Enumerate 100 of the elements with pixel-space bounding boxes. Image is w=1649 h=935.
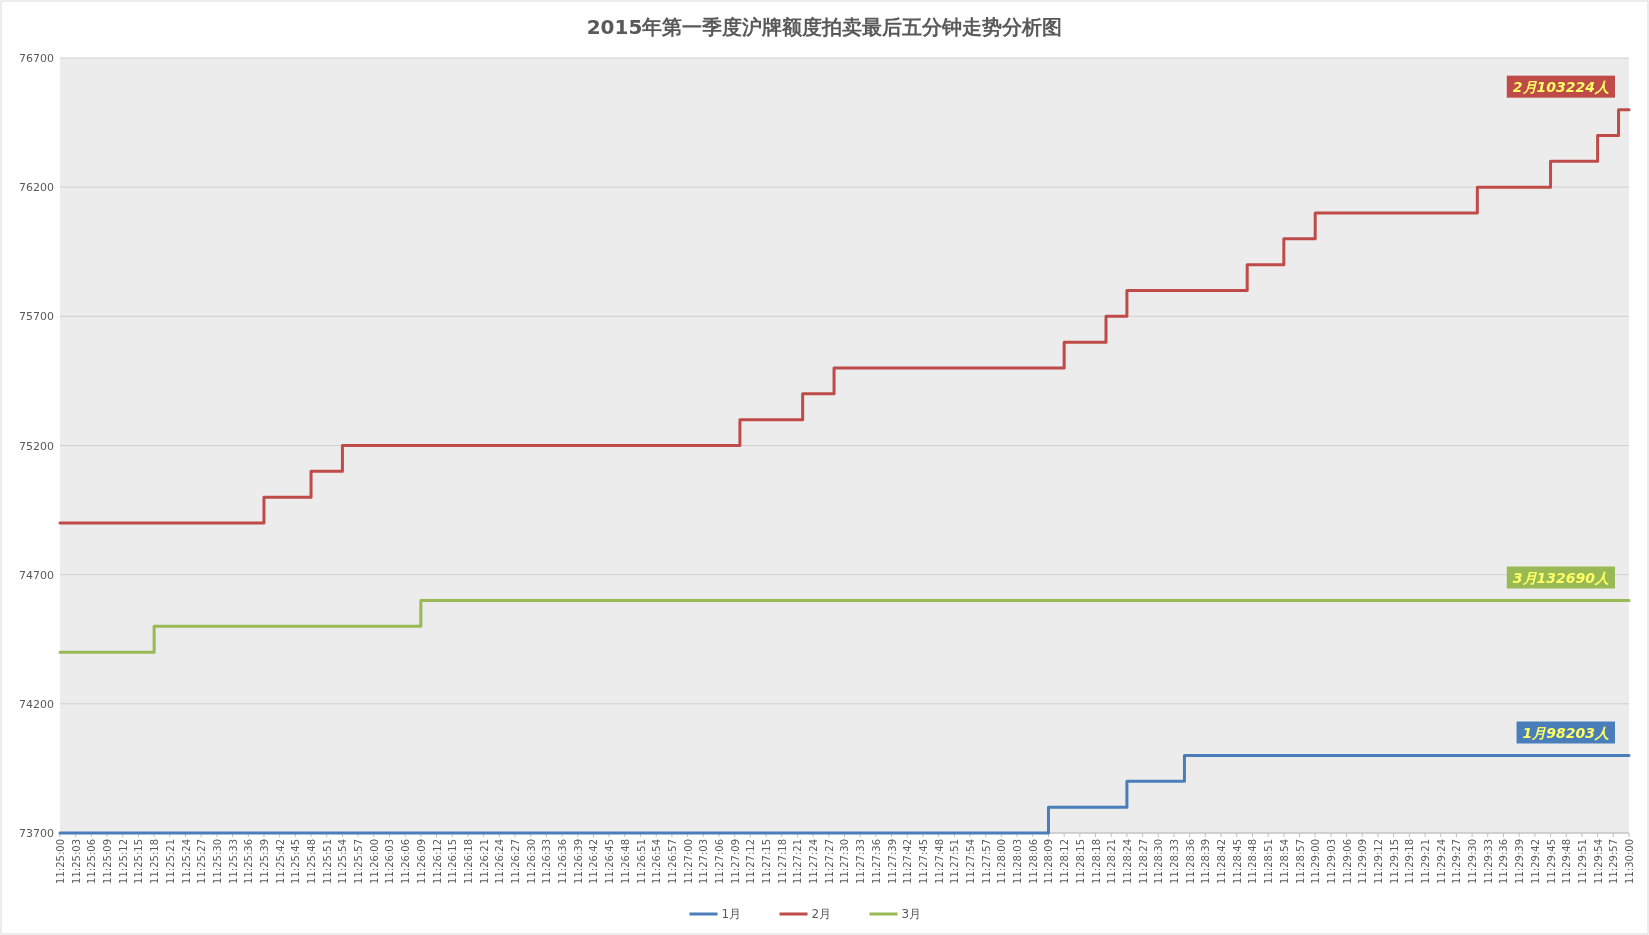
x-tick-label: 11:27:03 [698, 839, 710, 884]
x-tick-label: 11:27:36 [870, 839, 882, 884]
x-tick-label: 11:28:15 [1074, 839, 1086, 884]
annotation: 1月98203人 [1522, 724, 1609, 741]
x-tick-label: 11:29:00 [1310, 839, 1322, 884]
x-tick-label: 11:26:24 [494, 839, 506, 884]
x-tick-label: 11:29:12 [1372, 839, 1384, 884]
x-tick-label: 11:28:00 [996, 839, 1008, 884]
x-tick-label: 11:29:57 [1608, 839, 1620, 884]
x-tick-label: 11:27:54 [965, 839, 977, 884]
x-tick-label: 11:26:09 [415, 839, 427, 884]
x-tick-label: 11:26:03 [384, 839, 396, 884]
x-tick-label: 11:25:51 [321, 839, 333, 884]
x-tick-label: 11:29:51 [1576, 839, 1588, 884]
x-tick-label: 11:25:42 [274, 839, 286, 884]
x-tick-label: 11:28:30 [1153, 839, 1165, 884]
x-tick-label: 11:25:15 [133, 839, 145, 884]
x-tick-label: 11:29:06 [1341, 839, 1353, 884]
x-tick-label: 11:28:27 [1137, 839, 1149, 884]
y-tick-label: 75700 [19, 310, 54, 324]
x-tick-label: 11:28:06 [1027, 839, 1039, 884]
legend-label: 3月 [901, 907, 922, 921]
x-tick-label: 11:25:09 [102, 839, 114, 884]
x-tick-label: 11:29:39 [1514, 839, 1526, 884]
x-tick-label: 11:25:39 [258, 839, 270, 884]
x-tick-label: 11:30:00 [1624, 839, 1635, 884]
x-tick-label: 11:28:36 [1184, 839, 1196, 884]
y-tick-label: 74200 [19, 697, 54, 711]
x-tick-label: 11:29:30 [1467, 839, 1479, 884]
x-tick-label: 11:29:21 [1420, 839, 1432, 884]
x-tick-label: 11:27:57 [980, 839, 992, 884]
x-tick-label: 11:29:54 [1592, 839, 1604, 884]
x-tick-label: 11:27:33 [855, 839, 867, 884]
x-tick-label: 11:28:12 [1059, 839, 1071, 884]
x-tick-label: 11:27:12 [745, 839, 757, 884]
x-tick-label: 11:25:33 [227, 839, 239, 884]
x-tick-label: 11:26:15 [447, 839, 459, 884]
x-tick-label: 11:29:36 [1498, 839, 1510, 884]
x-tick-label: 11:28:18 [1090, 839, 1102, 884]
x-tick-label: 11:25:30 [211, 839, 223, 884]
y-tick-label: 73700 [19, 827, 54, 840]
y-tick-label: 75200 [19, 439, 54, 453]
x-tick-label: 11:25:48 [306, 839, 318, 884]
x-tick-label: 11:27:00 [682, 839, 694, 884]
x-tick-label: 11:27:18 [776, 839, 788, 884]
x-tick-label: 11:26:36 [557, 839, 569, 884]
annotation: 2月103224人 [1512, 78, 1609, 95]
x-tick-label: 11:26:54 [651, 839, 663, 884]
x-tick-label: 11:28:42 [1216, 839, 1228, 884]
x-tick-label: 11:27:27 [823, 839, 835, 884]
x-tick-label: 11:28:48 [1247, 839, 1259, 884]
x-tick-label: 11:27:30 [839, 839, 851, 884]
legend-label: 1月 [721, 907, 742, 921]
x-tick-label: 11:28:45 [1231, 839, 1243, 884]
x-tick-label: 11:27:06 [713, 839, 725, 884]
x-tick-label: 11:27:42 [902, 839, 914, 884]
x-tick-label: 11:25:45 [290, 839, 302, 884]
x-tick-label: 11:29:45 [1545, 839, 1557, 884]
x-tick-label: 11:29:48 [1561, 839, 1573, 884]
x-tick-label: 11:29:27 [1451, 839, 1463, 884]
x-tick-label: 11:27:21 [792, 839, 804, 884]
x-tick-label: 11:25:00 [55, 839, 66, 884]
annotation: 3月132690人 [1512, 569, 1609, 586]
x-tick-label: 11:28:03 [1012, 839, 1024, 884]
x-tick-label: 11:27:15 [761, 839, 773, 884]
y-tick-label: 76200 [19, 181, 54, 195]
x-tick-label: 11:29:15 [1388, 839, 1400, 884]
x-tick-label: 11:28:21 [1106, 839, 1118, 884]
x-tick-label: 11:26:42 [588, 839, 600, 884]
x-tick-label: 11:28:51 [1263, 839, 1275, 884]
x-tick-label: 11:29:24 [1435, 839, 1447, 884]
x-tick-label: 11:26:45 [604, 839, 616, 884]
x-tick-label: 11:26:27 [510, 839, 521, 884]
x-tick-label: 11:28:24 [1121, 839, 1133, 884]
x-tick-label: 11:26:48 [619, 839, 631, 884]
x-tick-label: 11:26:12 [431, 839, 443, 884]
x-tick-label: 11:25:21 [164, 839, 176, 884]
x-tick-label: 11:25:54 [337, 839, 349, 884]
x-tick-label: 11:29:03 [1325, 839, 1337, 884]
x-tick-label: 11:28:54 [1278, 839, 1290, 884]
x-tick-label: 11:28:57 [1294, 839, 1306, 884]
x-tick-label: 11:26:21 [478, 839, 490, 884]
x-tick-label: 11:28:33 [1168, 839, 1180, 884]
x-tick-label: 11:26:06 [400, 839, 412, 884]
x-tick-label: 11:27:48 [933, 839, 945, 884]
x-tick-label: 11:25:36 [243, 839, 255, 884]
y-tick-label: 74700 [19, 568, 54, 582]
chart-title: 2015年第一季度沪牌额度拍卖最后五分钟走势分析图 [586, 15, 1063, 39]
y-tick-label: 76700 [19, 52, 54, 65]
x-tick-label: 11:27:09 [729, 839, 741, 884]
x-tick-label: 11:25:06 [86, 839, 98, 884]
x-tick-label: 11:29:09 [1357, 839, 1369, 884]
x-tick-label: 11:25:57 [353, 839, 365, 884]
x-tick-label: 11:29:33 [1482, 839, 1494, 884]
x-tick-label: 11:28:09 [1043, 839, 1055, 884]
x-tick-label: 11:26:30 [525, 839, 537, 884]
x-tick-label: 11:25:18 [149, 839, 161, 884]
x-tick-label: 11:25:03 [70, 839, 82, 884]
x-tick-label: 11:25:27 [196, 839, 208, 884]
x-tick-label: 11:27:39 [886, 839, 898, 884]
